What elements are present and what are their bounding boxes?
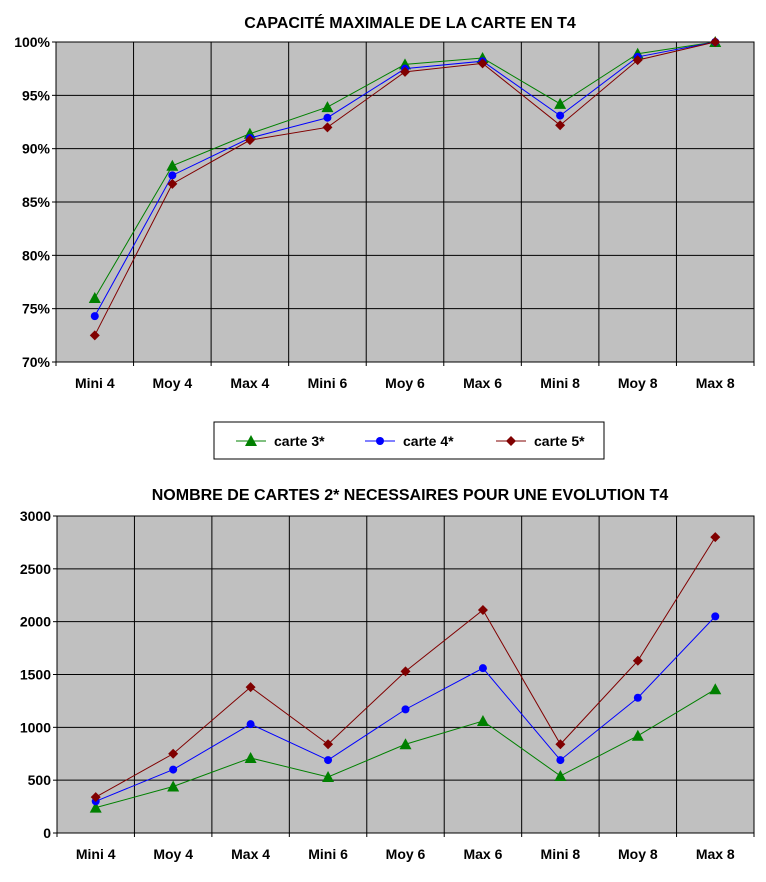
series-carte-4- <box>91 612 720 806</box>
x-tick-label: Max 8 <box>696 846 735 862</box>
data-point <box>322 122 333 133</box>
data-point <box>632 55 643 66</box>
data-point <box>324 756 333 765</box>
data-point <box>400 66 410 77</box>
data-point <box>554 97 567 109</box>
data-point <box>555 120 566 131</box>
series-line <box>95 536 716 798</box>
data-point <box>167 780 180 792</box>
x-tick-label: Moy 6 <box>386 846 426 862</box>
data-point <box>322 770 335 782</box>
legend-entry: carte 5* <box>496 433 585 449</box>
data-point <box>166 159 179 171</box>
data-point <box>244 135 255 146</box>
data-point <box>631 729 644 741</box>
data-point <box>476 714 489 726</box>
legend-marker <box>376 437 384 445</box>
data-point <box>167 178 178 189</box>
legend-entry: carte 4* <box>365 433 454 449</box>
plot-border <box>56 515 755 834</box>
x-tick-label: Moy 4 <box>153 846 193 862</box>
x-tick-label: Moy 4 <box>152 375 192 391</box>
legend-marker <box>506 436 516 446</box>
data-point <box>710 532 721 543</box>
data-point <box>245 682 256 693</box>
x-tick-label: Mini 4 <box>76 846 116 862</box>
x-tick-label: Mini 6 <box>308 846 348 862</box>
data-point <box>477 605 488 616</box>
data-point <box>89 801 102 813</box>
x-tick-label: Max 8 <box>696 375 735 391</box>
data-point <box>168 171 177 180</box>
data-point <box>246 720 255 729</box>
data-point <box>711 612 720 621</box>
data-point <box>399 738 412 750</box>
data-point <box>91 797 100 806</box>
series-carte-5- <box>90 532 721 803</box>
y-tick-label: 70% <box>22 354 51 370</box>
legend-box <box>213 421 605 460</box>
data-point <box>401 705 410 714</box>
data-point <box>169 765 178 774</box>
plot-border <box>55 41 755 363</box>
legend-marker <box>245 435 257 446</box>
series-carte-3- <box>89 683 722 813</box>
chart-title: CAPACITÉ MAXIMALE DE LA CARTE EN T4 <box>244 13 576 32</box>
x-tick-label: Mini 6 <box>308 375 348 391</box>
y-tick-label: 500 <box>28 772 52 788</box>
chart-title: NOMBRE DE CARTES 2* NECESSAIRES POUR UNE… <box>152 487 669 504</box>
y-tick-label: 1500 <box>20 667 51 683</box>
data-point <box>709 683 722 695</box>
x-tick-label: Max 6 <box>463 846 502 862</box>
data-point <box>88 292 101 303</box>
data-point <box>168 748 179 759</box>
data-point <box>90 792 101 803</box>
data-point <box>90 312 99 321</box>
plot-area <box>57 516 754 833</box>
x-tick-label: Moy 8 <box>618 375 658 391</box>
x-tick-label: Mini 4 <box>75 375 115 391</box>
series-line <box>95 616 716 802</box>
x-tick-label: Moy 8 <box>618 846 658 862</box>
y-tick-label: 80% <box>22 247 51 263</box>
y-tick-label: 85% <box>22 194 51 210</box>
data-point <box>321 101 334 113</box>
x-tick-label: Mini 8 <box>541 846 581 862</box>
legend-label: carte 4* <box>403 433 454 449</box>
x-tick-label: Mini 8 <box>540 375 580 391</box>
y-tick-label: 90% <box>22 141 51 157</box>
legend-entry: carte 3* <box>236 433 325 449</box>
y-tick-label: 0 <box>43 825 51 841</box>
data-point <box>555 739 566 750</box>
data-point <box>323 739 334 750</box>
data-point <box>556 111 565 120</box>
y-tick-label: 95% <box>22 87 51 103</box>
y-tick-label: 3000 <box>20 508 51 524</box>
data-point <box>400 666 411 677</box>
data-point <box>477 58 488 69</box>
data-point <box>244 751 257 763</box>
legend-label: carte 5* <box>534 433 585 449</box>
data-point <box>710 37 721 47</box>
series-carte-5- <box>89 37 721 341</box>
x-tick-label: Moy 6 <box>385 375 425 391</box>
data-point <box>554 769 567 781</box>
series-line <box>95 688 716 809</box>
data-point <box>323 113 332 122</box>
x-tick-label: Max 4 <box>230 375 269 391</box>
x-tick-label: Max 6 <box>463 375 502 391</box>
y-tick-label: 2000 <box>20 614 51 630</box>
x-tick-label: Max 4 <box>231 846 270 862</box>
data-point <box>633 693 642 702</box>
y-tick-label: 2500 <box>20 561 51 577</box>
legend-label: carte 3* <box>274 433 325 449</box>
y-tick-label: 1000 <box>20 719 51 735</box>
data-point <box>556 756 565 765</box>
data-point <box>478 664 487 673</box>
y-tick-label: 100% <box>14 34 50 50</box>
data-point <box>632 655 643 666</box>
y-tick-label: 75% <box>22 301 51 317</box>
capacity-chart: CAPACITÉ MAXIMALE DE LA CARTE EN T4 70% 7… <box>14 13 755 391</box>
data-point <box>89 330 100 341</box>
